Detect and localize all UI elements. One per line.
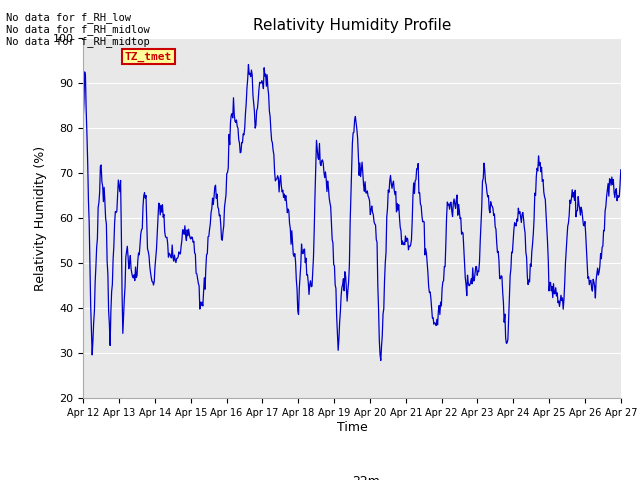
Text: TZ_tmet: TZ_tmet — [125, 51, 172, 61]
X-axis label: Time: Time — [337, 421, 367, 434]
Text: No data for f_RH_midtop: No data for f_RH_midtop — [6, 36, 150, 47]
Text: No data for f_RH_low: No data for f_RH_low — [6, 12, 131, 23]
Legend: 22m: 22m — [319, 470, 385, 480]
Text: No data for f_RH_midlow: No data for f_RH_midlow — [6, 24, 150, 35]
Y-axis label: Relativity Humidity (%): Relativity Humidity (%) — [34, 146, 47, 291]
Title: Relativity Humidity Profile: Relativity Humidity Profile — [253, 18, 451, 33]
